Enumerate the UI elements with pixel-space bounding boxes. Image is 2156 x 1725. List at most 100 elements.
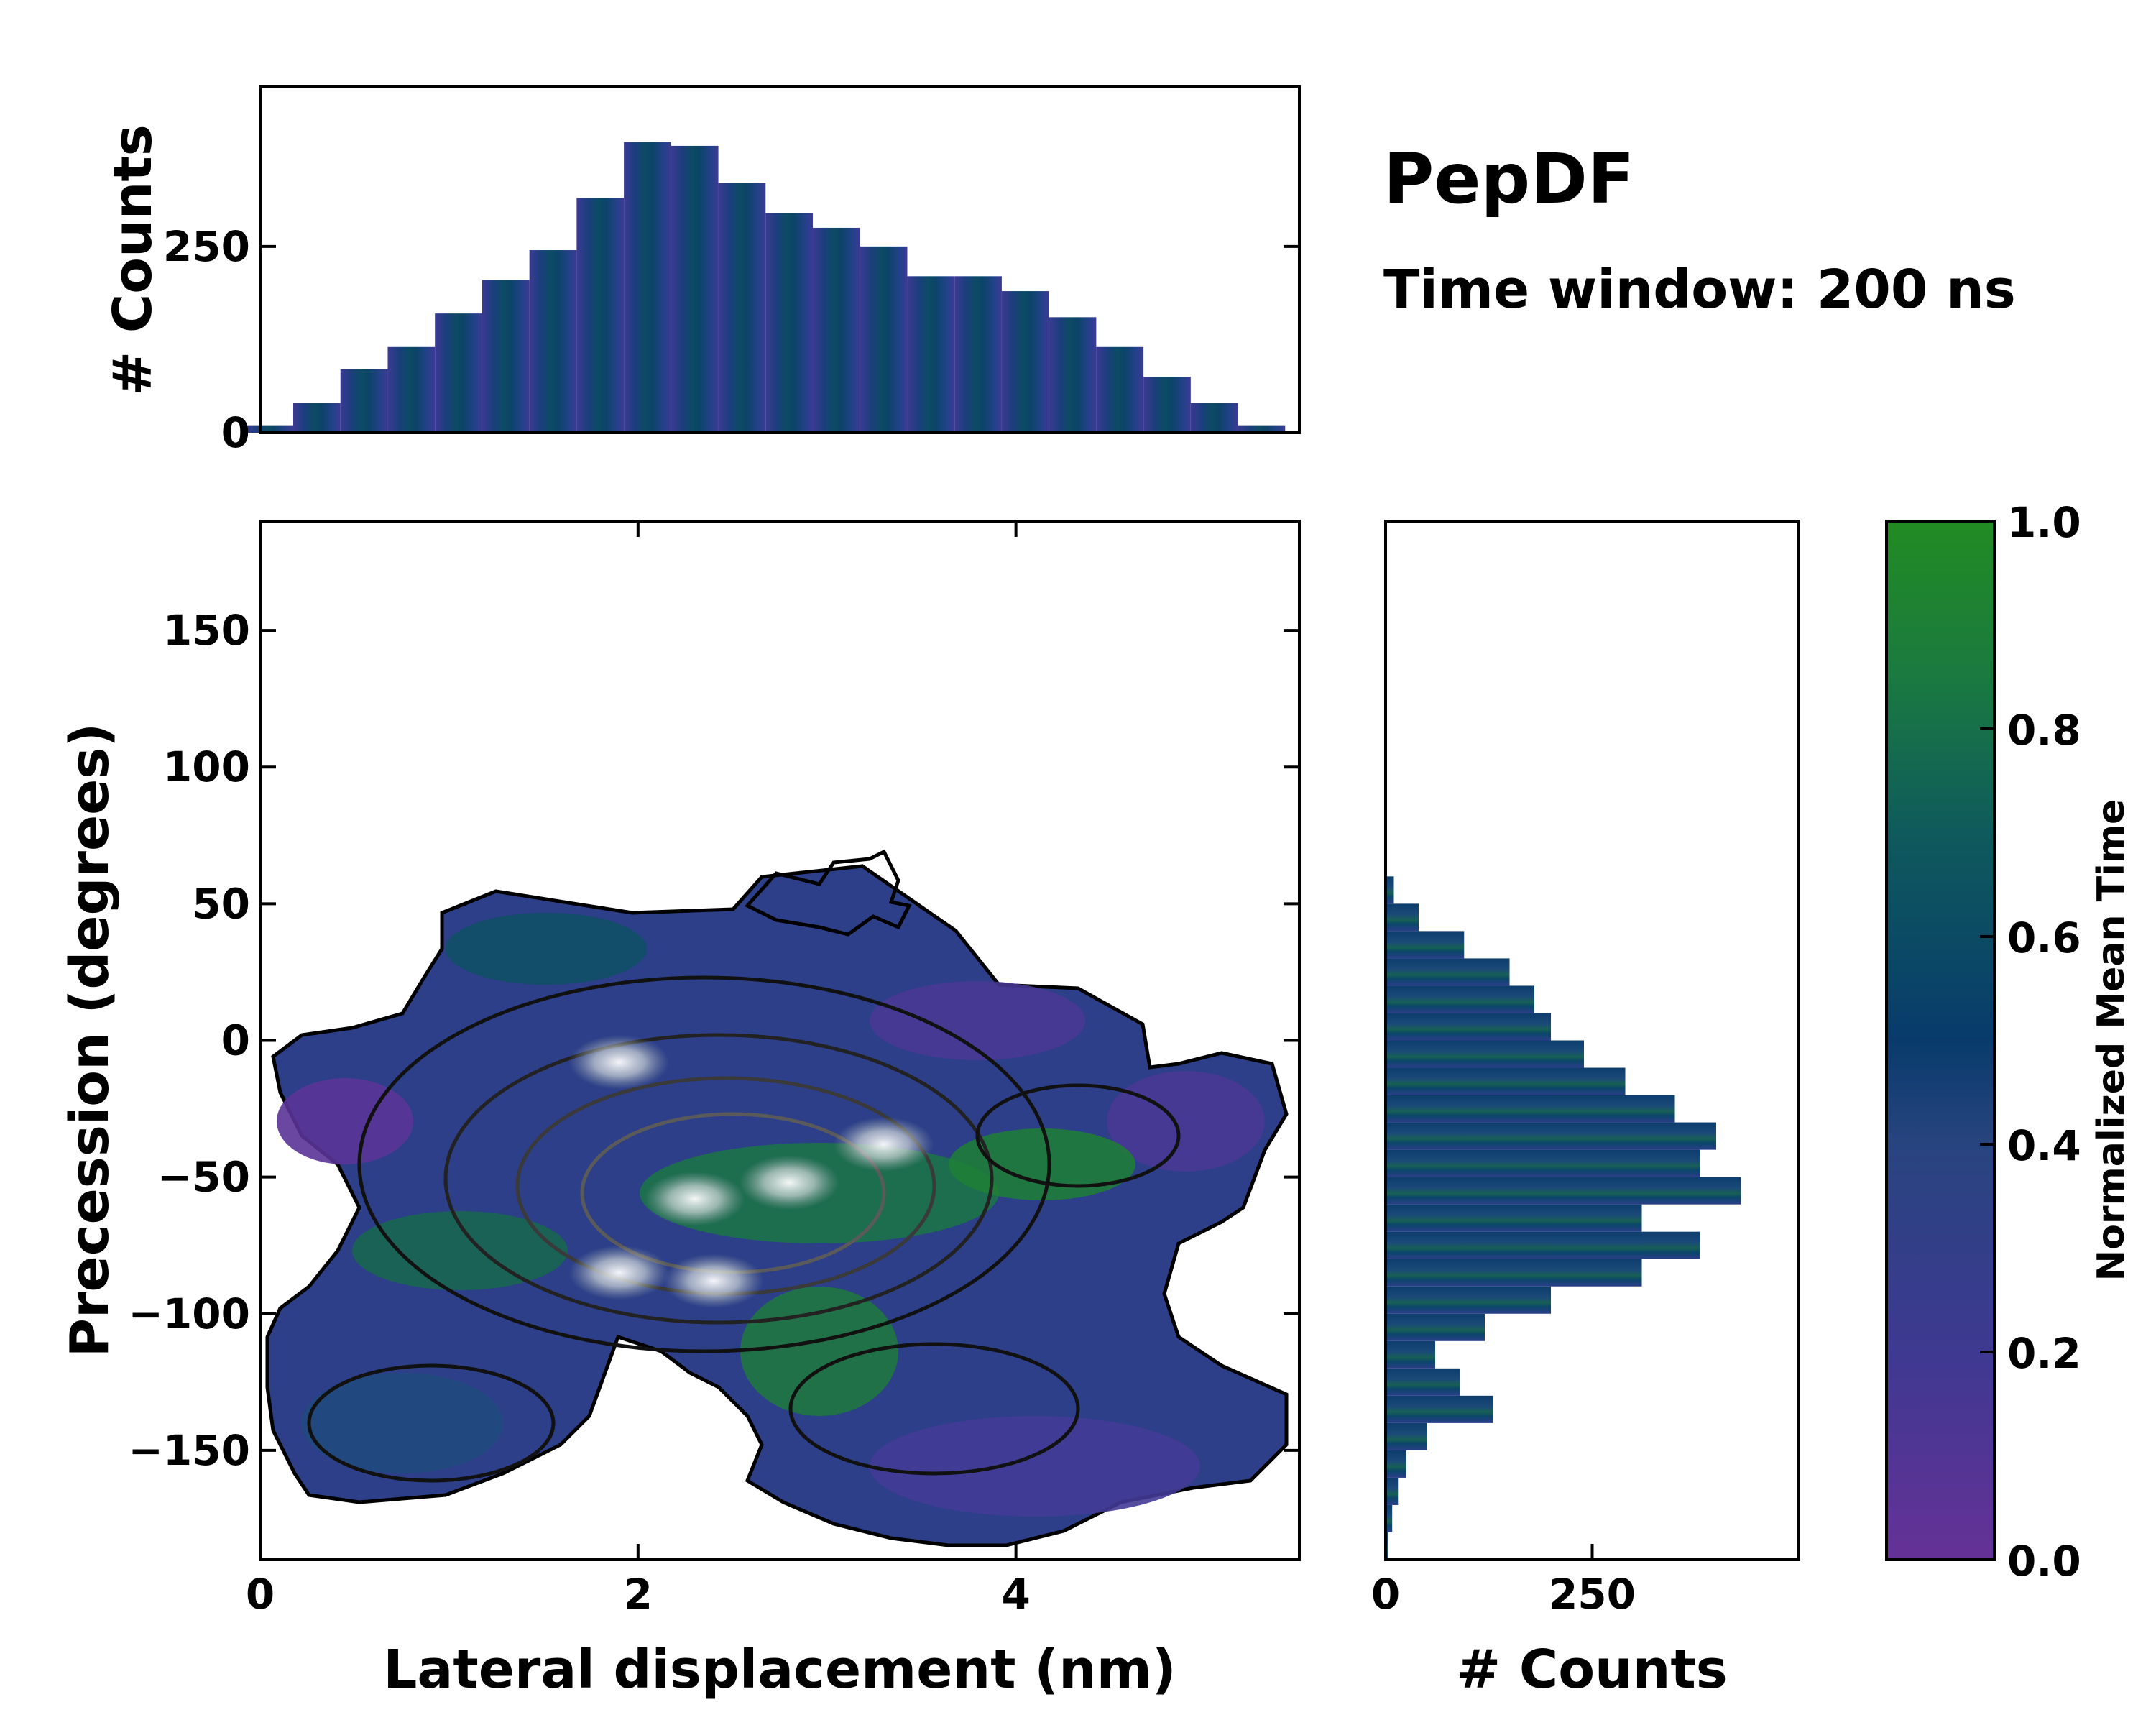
colorbar-tick-label: 0.2	[2007, 1329, 2081, 1378]
density-contour	[357, 975, 1051, 1353]
joint-y-tick-label: −150	[128, 1426, 250, 1475]
colorbar-gradient	[1885, 520, 1996, 1561]
top-histogram-bar	[624, 142, 671, 433]
density-hotspot	[663, 1254, 764, 1309]
right-histogram-bar	[1386, 1340, 1435, 1368]
joint-y-tick-label: 100	[163, 742, 250, 791]
colorbar-tick-label: 0.6	[2007, 914, 2081, 962]
density-contour	[443, 1033, 994, 1325]
right-histogram-bar	[1386, 1477, 1399, 1505]
top-histogram-bar	[1190, 402, 1238, 433]
right-histogram-bar	[1386, 1204, 1642, 1232]
right-histogram-bar	[1386, 1259, 1642, 1287]
colorbar: 0.0 0.2 0.4 0.6 0.8 1.0 Normalized Mean Time	[1885, 498, 2133, 1586]
heatmap-high-patch	[949, 1128, 1135, 1200]
top-histogram-bar	[435, 313, 482, 433]
top-histogram-bar	[813, 227, 860, 433]
right-histogram: 0 250 # Counts	[1371, 520, 1800, 1701]
right-histogram-bar	[1386, 1395, 1493, 1423]
heatmap-low-patch	[277, 1078, 413, 1164]
colorbar-tick-label: 0.8	[2007, 706, 2081, 755]
heatmap-low-patch	[870, 981, 1085, 1060]
right-histogram-bar	[1386, 1231, 1700, 1259]
top-histogram-bar	[529, 250, 577, 433]
top-histogram-bar	[860, 246, 908, 433]
density-hotspot	[739, 1155, 840, 1210]
top-histogram-bar	[1001, 291, 1049, 433]
top-histogram-frame	[259, 85, 1301, 434]
density-hotspot	[644, 1172, 745, 1227]
right-histogram-bars	[1386, 876, 1741, 1560]
density-contour	[788, 1342, 1080, 1476]
joint-y-tick-label: 50	[192, 879, 250, 928]
density-hotspot	[568, 1245, 670, 1300]
joint-x-tick-label: 0	[246, 1570, 275, 1619]
right-histogram-bar	[1386, 1177, 1741, 1205]
heatmap-mid-patch	[352, 1211, 568, 1290]
density-hotspot	[568, 1034, 670, 1090]
right-histogram-x-tick-label: 250	[1549, 1570, 1636, 1619]
colorbar-ticks: 0.0 0.2 0.4 0.6 0.8 1.0	[1980, 498, 2081, 1586]
top-histogram-bars	[246, 142, 1286, 433]
colorbar-label: Normalized Mean Time	[2090, 799, 2133, 1282]
top-histogram-y-tick-label: 250	[163, 222, 250, 271]
right-histogram-bar	[1386, 1422, 1427, 1450]
right-histogram-bar	[1386, 958, 1510, 986]
top-histogram-ylabel: # Counts	[102, 124, 164, 396]
right-histogram-bar	[1386, 985, 1534, 1013]
joint-y-tick-label: −50	[157, 1153, 250, 1202]
joint-xlabel: Lateral displacement (nm)	[383, 1639, 1176, 1701]
right-histogram-bar	[1386, 931, 1465, 959]
right-histogram-bar	[1386, 1286, 1551, 1314]
top-histogram: 0 250 # Counts	[102, 85, 1301, 457]
joint-x-tick-label: 4	[1001, 1570, 1030, 1619]
right-histogram-bar	[1386, 1450, 1406, 1478]
top-histogram-bar	[340, 369, 388, 433]
density-contour	[307, 1363, 556, 1483]
joint-y-tick-label: −100	[128, 1289, 250, 1338]
right-histogram-bar	[1386, 1313, 1485, 1341]
right-histogram-bar	[1386, 1040, 1584, 1068]
top-histogram-bar	[293, 402, 341, 433]
colorbar-tick-label: 0.4	[2007, 1121, 2081, 1170]
heatmap-low-patch	[1107, 1071, 1265, 1172]
figure-title: PepDF	[1383, 139, 1634, 219]
right-histogram-x-tick-label: 0	[1371, 1570, 1400, 1619]
top-histogram-bar	[765, 213, 814, 433]
joint-x-tick-label: 2	[624, 1570, 653, 1619]
right-histogram-x-ticks: 0 250	[1371, 1544, 1636, 1619]
density-hotspot	[833, 1117, 934, 1172]
joint-ylabel: Precession (degrees)	[59, 723, 121, 1357]
right-histogram-bar	[1386, 1067, 1626, 1095]
colorbar-tick-label: 0.0	[2007, 1537, 2081, 1586]
right-histogram-bar	[1386, 1095, 1675, 1123]
density-hotspots	[568, 1034, 934, 1309]
top-histogram-bar	[1049, 317, 1097, 433]
right-histogram-bar	[1386, 1149, 1700, 1177]
joint-y-tick-label: 150	[163, 606, 250, 655]
top-histogram-bar	[576, 198, 625, 433]
right-histogram-xlabel: # Counts	[1456, 1639, 1728, 1701]
top-histogram-bar	[1238, 425, 1286, 433]
heatmap-mid-patch	[302, 1373, 503, 1473]
top-histogram-bar	[718, 183, 766, 433]
joint-y-tick-label: 0	[221, 1016, 250, 1065]
heatmap-mid-patch	[446, 913, 647, 985]
colorbar-tick-label: 1.0	[2007, 498, 2081, 547]
top-histogram-bar	[671, 145, 719, 433]
joint-y-ticks: 150 100 50 0 −50 −100 −150	[128, 606, 1299, 1475]
top-histogram-y-tick-label: 0	[221, 408, 250, 457]
top-histogram-bar	[482, 280, 530, 433]
top-histogram-bar	[246, 425, 294, 433]
top-histogram-bar	[387, 346, 436, 433]
top-histogram-bar	[1096, 346, 1144, 433]
right-histogram-bar	[1386, 1122, 1716, 1150]
top-histogram-bar	[907, 276, 955, 433]
density-contour	[975, 1083, 1181, 1188]
right-histogram-bar	[1386, 1013, 1551, 1041]
top-histogram-bar	[1143, 377, 1191, 433]
top-histogram-y-ticks: 0 250	[163, 222, 1299, 457]
right-histogram-bar	[1386, 876, 1394, 904]
heatmap-region-outline	[744, 849, 912, 937]
